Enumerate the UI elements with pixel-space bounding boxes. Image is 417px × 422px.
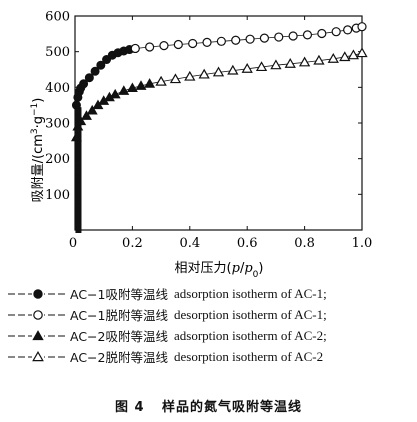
point-open-circle bbox=[259, 33, 270, 43]
figure-caption: 图 4 样品的氮气吸附等温线 bbox=[0, 396, 417, 415]
legend-item: AC−1脱附等温线 desorption isotherm of AC-1; bbox=[6, 304, 411, 325]
point-open-circle bbox=[357, 22, 367, 32]
point-open-triangle bbox=[298, 56, 311, 67]
legend-item: AC−2吸附等温线 adsorption isotherm of AC-2; bbox=[6, 325, 411, 346]
point-filled-circle bbox=[90, 66, 100, 76]
point-open-circle bbox=[317, 28, 327, 39]
series-line bbox=[161, 52, 363, 82]
x-axis-label: 相对压力(p/p0) bbox=[175, 261, 264, 280]
point-open-triangle bbox=[169, 73, 182, 84]
point-filled-triangle bbox=[135, 80, 147, 90]
point-open-circle bbox=[173, 39, 183, 50]
x-tick-label: 0 bbox=[69, 236, 77, 251]
point-open-circle bbox=[202, 37, 212, 47]
y-tick-label: 100 bbox=[45, 188, 70, 203]
point-open-circle bbox=[159, 41, 169, 51]
x-tick-label: 0.8 bbox=[294, 236, 315, 251]
point-low-pressure bbox=[75, 107, 82, 114]
x-tick-label: 1.0 bbox=[352, 236, 373, 251]
legend-label-en: desorption isotherm of AC-2 bbox=[174, 348, 324, 364]
point-filled-circle bbox=[96, 60, 106, 70]
point-filled-triangle bbox=[118, 85, 130, 95]
point-open-triangle bbox=[227, 64, 239, 75]
x-tick-label: 0.6 bbox=[237, 236, 258, 251]
legend-symbol-open-triangle bbox=[8, 350, 66, 363]
point-open-circle bbox=[130, 43, 140, 54]
point-open-triangle bbox=[313, 54, 325, 65]
point-open-triangle bbox=[198, 68, 210, 79]
point-open-circle bbox=[343, 25, 353, 35]
point-filled-circle bbox=[71, 100, 81, 110]
point-filled-triangle bbox=[86, 104, 98, 115]
point-open-triangle bbox=[327, 52, 339, 63]
point-filled-triangle bbox=[32, 329, 44, 340]
x-tick-label: 0.4 bbox=[179, 236, 200, 251]
point-open-triangle bbox=[184, 70, 196, 81]
point-filled-triangle bbox=[144, 78, 156, 88]
legend-symbol-filled-circle bbox=[8, 287, 66, 300]
figure-title: 样品的氮气吸附等温线 bbox=[162, 400, 303, 415]
point-open-circle bbox=[188, 38, 198, 49]
point-open-circle bbox=[331, 27, 341, 37]
legend-symbol-open-circle bbox=[8, 308, 66, 321]
point-open-triangle bbox=[339, 51, 351, 62]
point-filled-triangle bbox=[70, 131, 82, 142]
legend-label-en: adsorption isotherm of AC-1; bbox=[174, 285, 327, 301]
point-filled-triangle bbox=[109, 88, 121, 99]
point-open-circle bbox=[274, 32, 284, 42]
point-open-circle bbox=[231, 35, 241, 45]
y-tick-label: 600 bbox=[45, 10, 70, 25]
point-open-triangle bbox=[212, 66, 225, 77]
legend-label-en: adsorption isotherm of AC-2; bbox=[174, 327, 327, 343]
point-open-triangle bbox=[155, 75, 167, 86]
point-filled-triangle bbox=[126, 82, 138, 92]
axes bbox=[74, 15, 363, 231]
chart-marks bbox=[70, 22, 368, 233]
legend-item: AC−2脱附等温线 desorption isotherm of AC-2 bbox=[6, 346, 411, 367]
point-open-circle bbox=[33, 309, 43, 320]
point-open-triangle bbox=[255, 61, 268, 72]
legend-label-cn: AC−1吸附等温线 bbox=[70, 287, 168, 302]
point-open-circle bbox=[216, 36, 226, 46]
point-open-circle bbox=[302, 30, 313, 40]
point-open-circle bbox=[288, 31, 298, 41]
legend-label-cn: AC−2脱附等温线 bbox=[70, 350, 168, 365]
series-line bbox=[76, 81, 162, 138]
legend-label-cn: AC−2吸附等温线 bbox=[70, 329, 168, 344]
plot-frame bbox=[74, 15, 363, 231]
x-tick-label: 0.2 bbox=[122, 236, 143, 251]
series-open-triangle bbox=[155, 47, 368, 86]
series-open-circle bbox=[130, 22, 367, 54]
point-filled-triangle bbox=[72, 120, 84, 131]
figure-number: 图 4 bbox=[114, 400, 145, 415]
legend-item: AC−1吸附等温线 adsorption isotherm of AC-1; bbox=[6, 283, 411, 304]
point-open-circle bbox=[145, 42, 155, 52]
y-tick-label: 200 bbox=[45, 152, 70, 167]
series-filled-triangle bbox=[70, 76, 167, 142]
y-tick-label: 300 bbox=[45, 117, 70, 132]
point-filled-circle bbox=[33, 288, 43, 299]
point-filled-triangle bbox=[75, 115, 87, 126]
isotherm-chart: 0 0.2 0.4 0.6 0.8 1.0 100 200 300 400 500 600 相对压力(… bbox=[30, 10, 372, 281]
point-open-triangle bbox=[284, 57, 296, 68]
point-open-triangle bbox=[347, 49, 360, 60]
point-open-triangle bbox=[270, 59, 282, 70]
legend: AC−1吸附等温线 adsorption isotherm of AC-1; A… bbox=[6, 283, 411, 367]
y-tick-label: 400 bbox=[45, 81, 70, 96]
point-filled-circle bbox=[79, 79, 89, 89]
point-open-triangle bbox=[32, 350, 44, 361]
y-axis-label: 吸附量/(cm3·g−1) bbox=[30, 98, 46, 203]
legend-label-cn: AC−1脱附等温线 bbox=[70, 308, 168, 323]
y-tick-label: 500 bbox=[45, 45, 70, 60]
ticks: 0 0.2 0.4 0.6 0.8 1.0 100 200 300 400 500 600 bbox=[45, 10, 372, 252]
point-open-circle bbox=[245, 34, 255, 44]
point-open-triangle bbox=[356, 47, 368, 58]
point-filled-triangle bbox=[81, 110, 92, 120]
point-filled-circle bbox=[84, 73, 94, 83]
point-open-triangle bbox=[241, 62, 253, 73]
legend-label-en: desorption isotherm of AC-1; bbox=[174, 306, 327, 322]
legend-symbol-filled-triangle bbox=[8, 329, 66, 342]
